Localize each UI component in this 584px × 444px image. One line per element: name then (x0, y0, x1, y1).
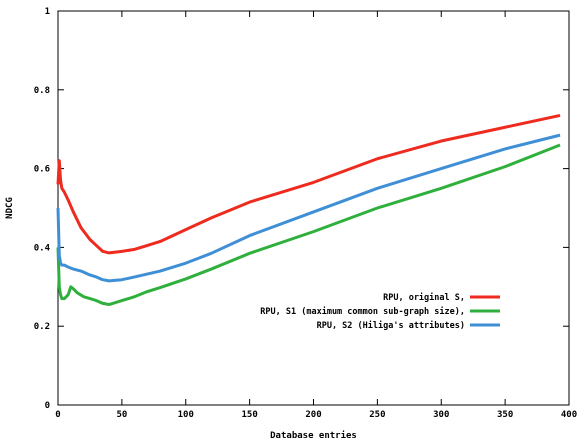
y-tick-label: 0.6 (34, 165, 50, 175)
x-tick-label: 150 (241, 410, 257, 420)
legend-label-3: RPU, S2 (Hiliga's attributes) (317, 320, 465, 331)
y-tick-label: 1 (45, 7, 50, 17)
y-tick-label: 0.2 (34, 322, 50, 332)
series-line-1 (56, 113, 561, 255)
legend-label-2: RPU, S1 (maximum common sub-graph size), (260, 306, 465, 317)
legend: RPU, original S, RPU, S1 (maximum common … (260, 292, 500, 331)
y-axis-label: NDCG (5, 197, 15, 219)
y-tick-label: 0 (45, 401, 50, 411)
series-layer (56, 113, 561, 307)
x-tick-label: 400 (561, 410, 577, 420)
y-tick-label: 0.4 (34, 243, 51, 253)
x-tick-label: 350 (497, 410, 513, 420)
series-line-3 (56, 133, 561, 283)
x-axis-label: Database entries (270, 430, 357, 441)
plot-frame (57, 10, 570, 406)
x-tick-label: 250 (369, 410, 385, 420)
y-tick-label: 0.8 (34, 86, 50, 96)
x-tick-label: 50 (116, 410, 127, 420)
axis-ticks: 0 50 100 150 200 250 300 350 400 0 0.2 0.4 0.6 0.8 1 (34, 7, 577, 420)
x-tick-label: 300 (433, 410, 449, 420)
x-tick-label: 200 (305, 410, 321, 420)
x-tick-label: 100 (178, 410, 194, 420)
x-tick-label: 0 (55, 410, 60, 420)
series-line-2 (56, 143, 561, 307)
plot-area (57, 10, 570, 406)
legend-label-1: RPU, original S, (383, 292, 465, 303)
